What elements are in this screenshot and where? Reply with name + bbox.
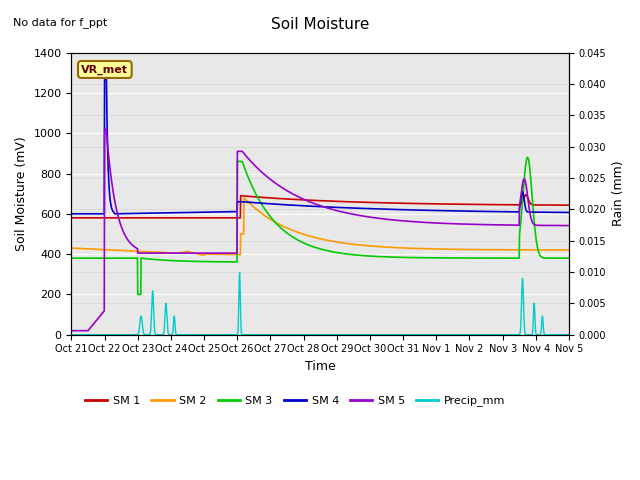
Text: No data for f_ppt: No data for f_ppt: [13, 17, 107, 28]
Line: SM 3: SM 3: [72, 157, 569, 294]
Line: SM 1: SM 1: [72, 195, 569, 218]
SM 4: [565, 210, 573, 216]
Precip_mm: [298, 332, 306, 337]
SM 3: [298, 240, 306, 245]
SM 4: [106, 198, 114, 204]
SM 2: [240, 195, 248, 201]
SM 2: [200, 252, 208, 258]
X-axis label: Time: Time: [305, 360, 335, 373]
SM 4: [351, 205, 358, 211]
Precip_mm: [565, 332, 573, 337]
Y-axis label: Soil Moisture (mV): Soil Moisture (mV): [15, 136, 28, 251]
SM 3: [524, 155, 531, 160]
SM 2: [126, 248, 134, 254]
Line: Precip_mm: Precip_mm: [72, 273, 569, 335]
SM 3: [68, 255, 76, 261]
SM 5: [565, 223, 573, 228]
SM 4: [100, 62, 108, 68]
Text: VR_met: VR_met: [81, 64, 129, 74]
SM 3: [134, 291, 141, 297]
SM 1: [106, 215, 114, 221]
Line: SM 4: SM 4: [72, 65, 569, 214]
SM 1: [289, 196, 297, 202]
SM 4: [298, 203, 306, 209]
SM 5: [289, 191, 297, 197]
SM 5: [279, 185, 287, 191]
Precip_mm: [126, 332, 134, 337]
SM 2: [299, 231, 307, 237]
Legend: SM 1, SM 2, SM 3, SM 4, SM 5, Precip_mm: SM 1, SM 2, SM 3, SM 4, SM 5, Precip_mm: [81, 391, 510, 411]
SM 5: [100, 126, 108, 132]
SM 2: [106, 247, 114, 253]
SM 3: [279, 227, 287, 233]
SM 2: [351, 241, 359, 247]
SM 4: [279, 202, 287, 207]
SM 5: [68, 328, 76, 334]
Line: SM 2: SM 2: [72, 198, 569, 255]
SM 3: [351, 252, 358, 258]
SM 3: [565, 255, 573, 261]
SM 1: [565, 202, 573, 208]
Precip_mm: [351, 332, 358, 337]
SM 2: [565, 247, 573, 253]
Y-axis label: Rain (mm): Rain (mm): [612, 161, 625, 227]
SM 5: [351, 212, 358, 217]
SM 1: [278, 196, 286, 202]
SM 3: [106, 255, 114, 261]
SM 3: [126, 255, 134, 261]
SM 1: [351, 199, 358, 205]
SM 2: [290, 228, 298, 234]
Precip_mm: [106, 332, 114, 337]
SM 1: [126, 215, 134, 221]
SM 5: [298, 196, 306, 202]
SM 1: [298, 197, 306, 203]
SM 1: [68, 215, 76, 221]
SM 1: [522, 192, 530, 198]
SM 4: [289, 203, 297, 208]
Line: SM 5: SM 5: [72, 129, 569, 331]
SM 2: [68, 245, 76, 251]
SM 5: [127, 240, 134, 246]
Precip_mm: [236, 270, 244, 276]
SM 5: [106, 168, 114, 173]
SM 3: [289, 234, 297, 240]
Precip_mm: [68, 332, 76, 337]
SM 4: [68, 211, 76, 216]
Text: Soil Moisture: Soil Moisture: [271, 17, 369, 32]
SM 4: [127, 211, 134, 216]
Precip_mm: [279, 332, 287, 337]
SM 2: [279, 223, 287, 229]
Precip_mm: [289, 332, 297, 337]
